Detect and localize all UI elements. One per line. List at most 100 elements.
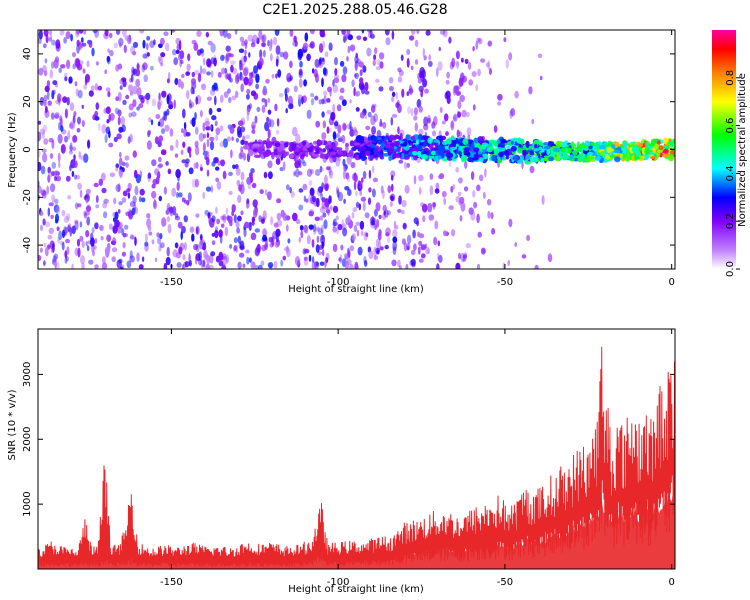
heatmap-cell — [451, 229, 456, 237]
heatmap-cell — [255, 73, 260, 84]
heatmap-cell — [94, 238, 98, 244]
heatmap-cell — [473, 154, 478, 159]
heatmap-cell — [298, 97, 302, 107]
heatmap-cell — [251, 125, 255, 130]
heatmap-cell — [295, 219, 301, 225]
heatmap-cell — [108, 223, 113, 230]
heatmap-cell — [393, 220, 397, 230]
heatmap-cell — [341, 74, 347, 83]
heatmap-cell — [153, 39, 156, 46]
heatmap-cell — [477, 68, 481, 77]
heatmap-cell — [248, 257, 252, 263]
heatmap-cell — [267, 97, 271, 104]
heatmap-cell — [47, 207, 51, 217]
heatmap-cell — [157, 121, 161, 127]
heatmap-cell — [231, 136, 234, 141]
heatmap-cell — [240, 171, 245, 181]
heatmap-cell — [431, 121, 436, 129]
heatmap-cell — [235, 90, 239, 99]
heatmap-cell — [547, 253, 553, 263]
heatmap-cell — [225, 73, 231, 80]
colorbar-tick-label: 0.0 — [725, 261, 736, 277]
heatmap-cell — [53, 59, 59, 69]
heatmap-cell — [118, 258, 123, 264]
heatmap-cell — [127, 192, 131, 199]
snr-x-axis: -150 -100 -50 0 — [160, 329, 675, 588]
heatmap-cell — [181, 128, 184, 134]
heatmap-cell — [401, 238, 406, 245]
heatmap-cell — [474, 138, 479, 144]
heatmap-cell — [448, 205, 454, 211]
heatmap-cell — [373, 54, 377, 61]
heatmap-cell — [579, 155, 584, 162]
heatmap-cell — [435, 149, 443, 155]
heatmap-cell — [578, 144, 585, 148]
heatmap-cell — [410, 135, 416, 140]
heatmap-cell — [336, 104, 342, 112]
heatmap-cell — [437, 240, 441, 247]
heatmap-cell — [168, 71, 171, 81]
heatmap-cell — [313, 225, 317, 235]
heatmap-cell — [529, 151, 535, 156]
heatmap-cell — [202, 191, 206, 200]
heatmap-cell — [349, 120, 352, 130]
heatmap-cell — [86, 216, 91, 226]
heatmap-cell — [477, 231, 482, 238]
heatmap-cell — [91, 227, 95, 234]
heatmap-cell — [491, 228, 496, 235]
heatmap-cell — [352, 207, 358, 213]
heatmap-cell — [391, 91, 396, 98]
heatmap-cell — [300, 230, 304, 239]
heatmap-cell — [106, 55, 111, 63]
heatmap-cell — [510, 108, 516, 117]
heatmap-cell — [77, 247, 81, 258]
heatmap-cell — [366, 47, 372, 57]
heatmap-cell — [313, 140, 318, 145]
heatmap-cell — [80, 155, 84, 161]
heatmap-cell — [195, 96, 198, 105]
heatmap-cell — [294, 151, 300, 156]
heatmap-cell — [275, 157, 281, 165]
x-tick-label: -150 — [160, 577, 183, 588]
heatmap-cell — [54, 170, 59, 176]
heatmap-cell — [42, 152, 48, 163]
heatmap-cell — [45, 34, 49, 44]
heatmap-cell — [270, 216, 274, 226]
heatmap-cell — [325, 209, 331, 214]
heatmap-cell — [339, 136, 343, 142]
heatmap-cell — [284, 93, 288, 102]
heatmap-cell — [177, 221, 183, 229]
heatmap-cell — [208, 216, 212, 225]
heatmap-cell — [53, 89, 56, 95]
heatmap-cell — [238, 184, 243, 192]
heatmap-cell — [433, 236, 438, 246]
heatmap-cell — [119, 151, 122, 158]
heatmap-cell — [611, 144, 616, 149]
heatmap-cell — [314, 169, 321, 176]
heatmap-cell — [298, 236, 301, 243]
heatmap-cell — [54, 176, 58, 182]
heatmap-cell — [340, 244, 344, 251]
heatmap-cell — [481, 142, 489, 147]
heatmap-cell — [284, 151, 288, 157]
heatmap-cell — [287, 238, 291, 244]
heatmap-cell — [389, 85, 394, 92]
heatmap-cell — [303, 79, 307, 87]
heatmap-cell — [472, 190, 476, 198]
heatmap-cell — [202, 133, 206, 139]
heatmap-cell — [630, 141, 636, 145]
heatmap-cell — [255, 83, 259, 90]
heatmap-cell — [372, 59, 376, 66]
heatmap-cell — [311, 195, 317, 203]
heatmap-cell — [373, 246, 378, 257]
heatmap-cell — [376, 218, 380, 228]
heatmap-cell — [402, 222, 407, 230]
heatmap-cell — [161, 217, 167, 227]
heatmap-cell — [244, 49, 247, 56]
heatmap-cell — [248, 81, 252, 87]
heatmap-cell — [245, 93, 250, 100]
heatmap-cell — [487, 60, 491, 70]
heatmap-cell — [446, 152, 454, 159]
heatmap-cell — [194, 178, 199, 188]
heatmap-cell — [336, 189, 340, 198]
